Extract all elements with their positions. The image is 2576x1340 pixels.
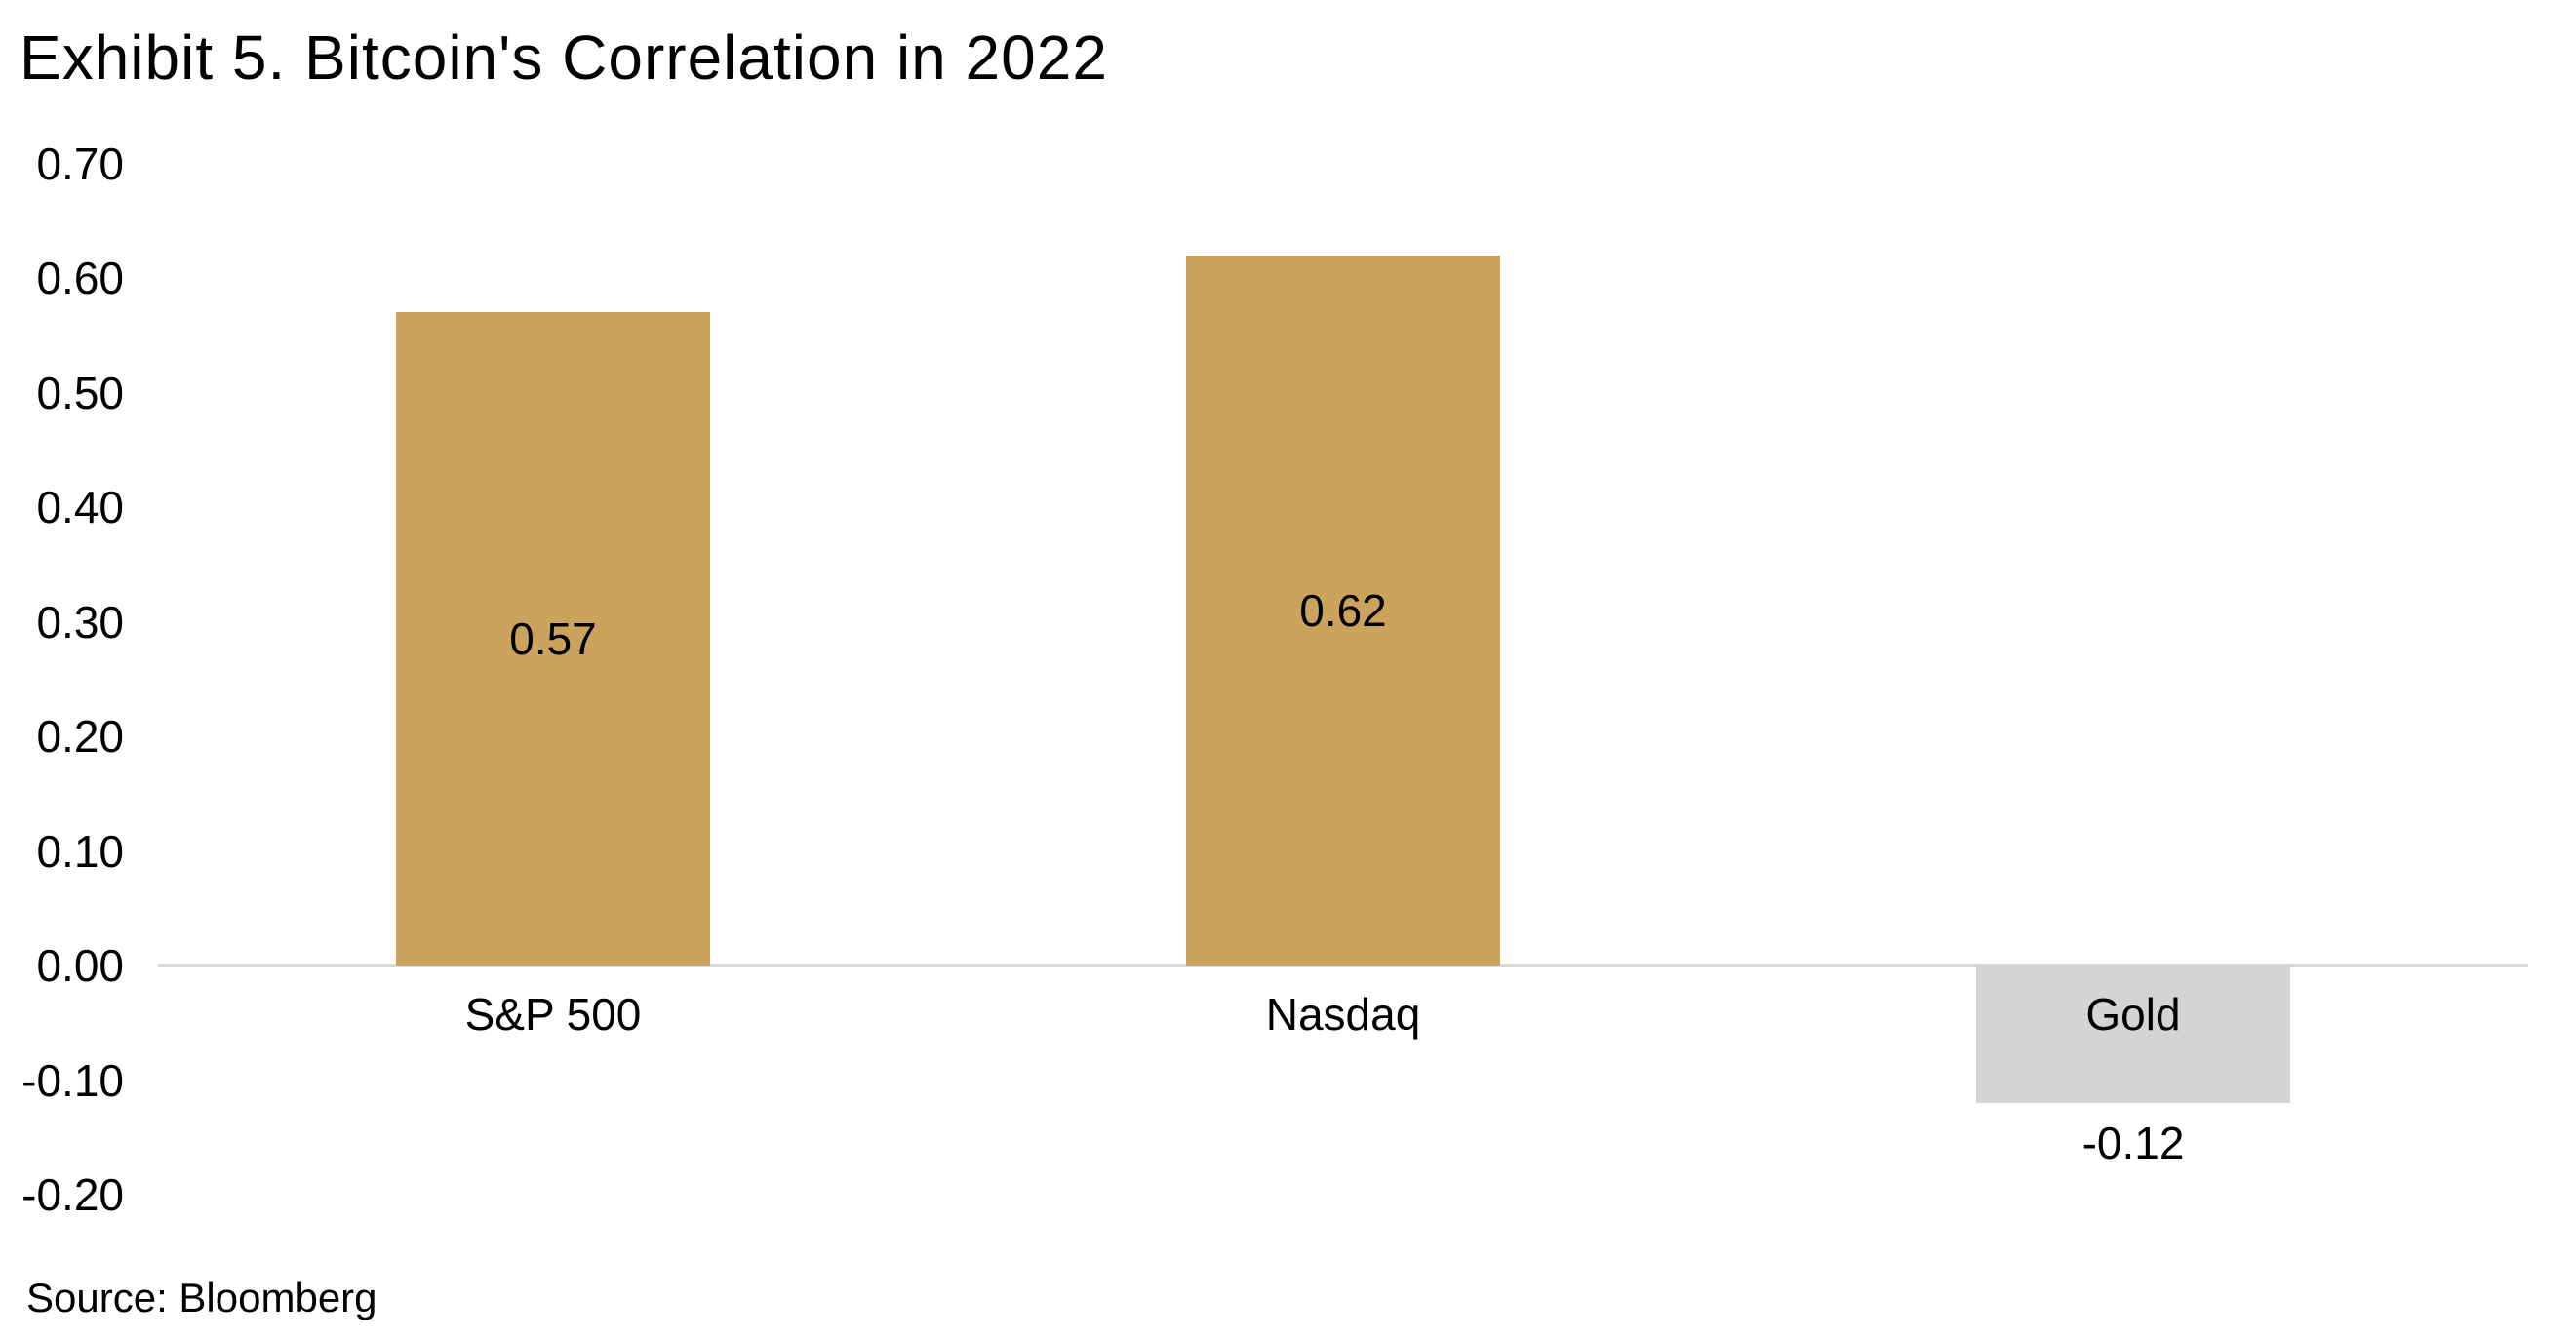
category-label-gold: Gold [2085,989,2181,1040]
y-tick-label: -0.10 [21,1054,124,1106]
y-tick-label: 0.20 [36,711,124,762]
source-caption: Source: Bloomberg [26,1275,377,1320]
y-tick-label: 0.10 [36,825,124,877]
y-tick-label: -0.20 [21,1169,124,1220]
bar-s-p-500 [396,312,710,966]
y-tick-label: 0.40 [36,482,124,532]
y-tick-label: 0.60 [36,253,124,303]
bar-value-label: 0.62 [1299,584,1387,636]
y-tick-label: 0.70 [36,138,124,189]
y-tick-label: 0.50 [36,367,124,418]
bar-value-label: 0.57 [509,613,597,665]
bar-nasdaq [1186,255,1500,966]
category-label-s-p-500: S&P 500 [464,989,642,1040]
y-tick-label: 0.00 [36,940,124,991]
zero-axis-line [158,964,2528,967]
bar-value-label: -0.12 [2081,1118,2185,1168]
y-tick-label: 0.30 [36,596,124,648]
category-label-nasdaq: Nasdaq [1265,989,1421,1040]
chart-title: Exhibit 5. Bitcoin's Correlation in 2022 [20,22,1108,93]
bar-gold [1976,966,2290,1103]
